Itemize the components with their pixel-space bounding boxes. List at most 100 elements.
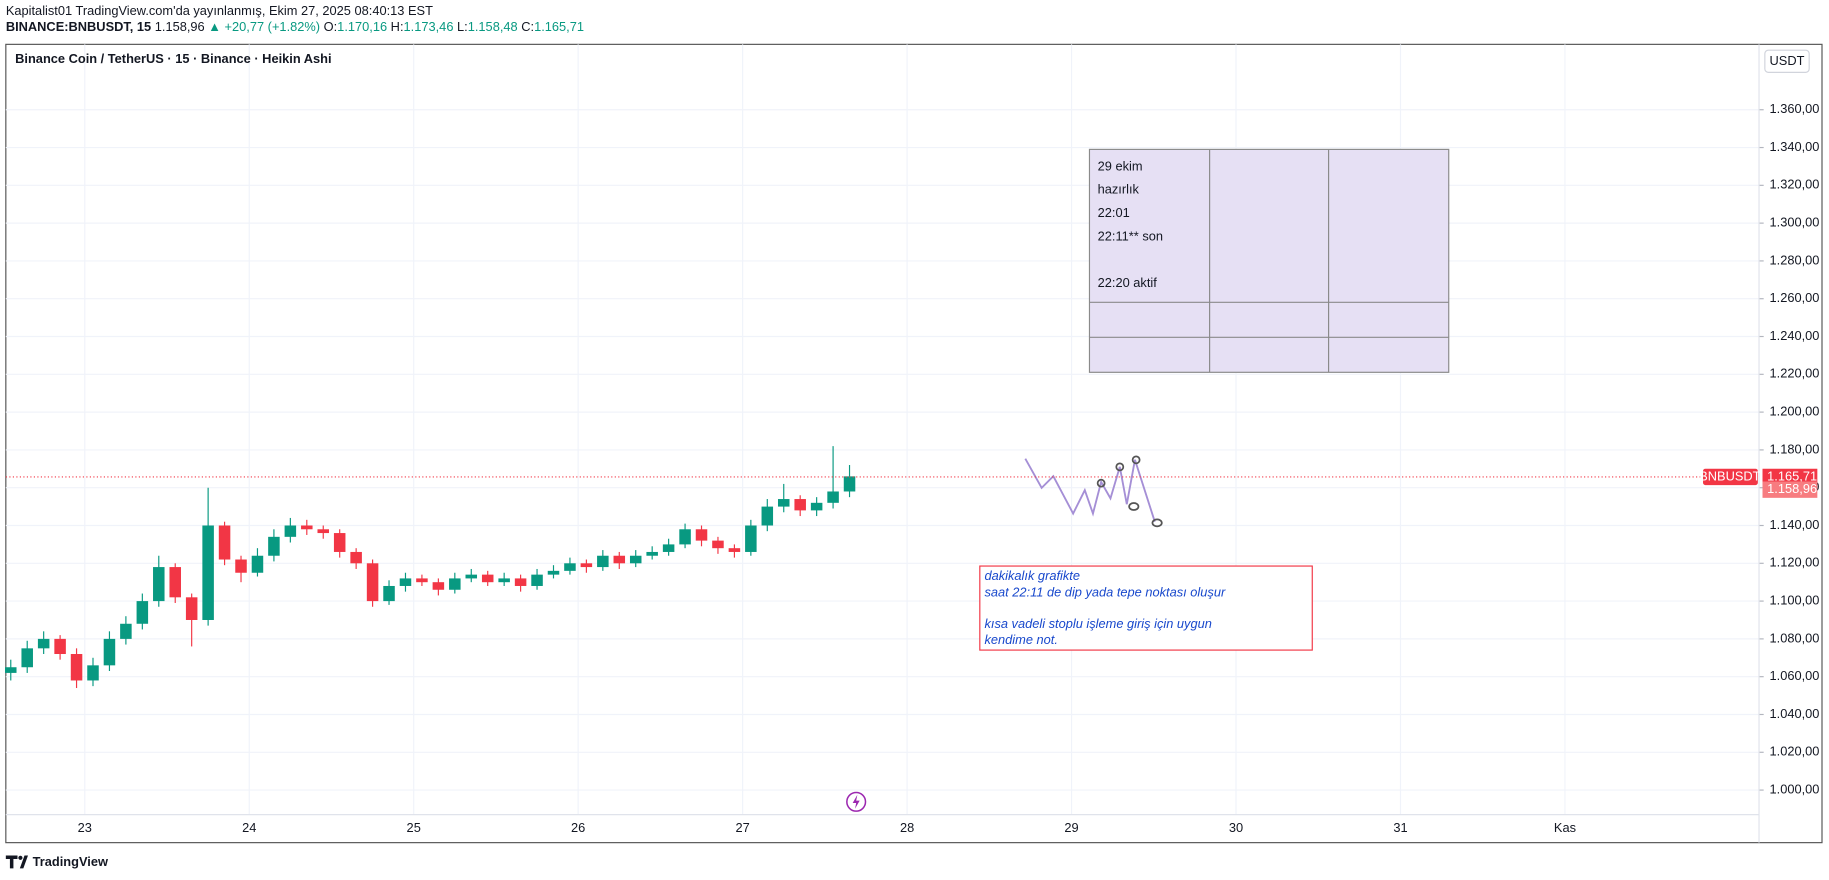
x-tick-label: 27 [735,820,749,835]
y-tick-label: 1.080,00 [1770,630,1820,645]
candle-body [531,574,543,586]
y-tick-label: 1.320,00 [1770,177,1820,192]
brand-logo-dot [18,855,23,860]
candle-body [54,638,66,655]
candle-body [218,525,231,560]
candle-body [580,563,593,568]
table-text: 29 ekim [1098,158,1143,173]
candle-body [745,525,757,552]
ohlc-value: 1.170,16 [337,19,387,34]
y-tick-label: 1.340,00 [1770,139,1820,154]
note-line: saat 22:11 de dip yada tepe noktası oluş… [984,584,1225,599]
candle-body [564,563,576,571]
candle-body [449,578,461,590]
grid: 1.000,00 1.020,00 1.040,00 1.060,00 1.080,00… [5,44,1820,835]
candle-body [728,548,741,552]
x-tick-label: 30 [1229,820,1243,835]
y-tick-label: 1.240,00 [1770,328,1820,343]
note-box [979,565,1313,651]
x-tick-label: 24 [242,820,256,835]
candle-body [136,601,149,624]
ohlc-value: 1.165,71 [534,19,584,34]
candle-body [761,506,774,526]
event-bolt [852,794,860,809]
ohlc-label: L: [457,19,468,34]
candle-body [185,597,198,620]
y-tick-label: 1.120,00 [1770,555,1820,570]
candle-body [317,529,330,534]
y-tick-label: 1.220,00 [1770,366,1820,381]
candle-body [679,529,691,545]
brand: TradingView [33,854,108,869]
candle-body [169,567,181,598]
x-tick-label: 25 [407,820,421,835]
candle-body [251,555,264,573]
symbol-line: BINANCE:BNBUSDT, 15 1.158,96 ▲ +20,77 (+… [6,19,584,34]
y-tick-label: 1.060,00 [1770,668,1820,683]
change: ▲ +20,77 (+1.82%) [208,19,320,34]
ohlc-label: O: [324,19,338,34]
last-price-box [1762,468,1818,486]
marker-ellipses [1096,455,1163,528]
note-line: dakikalık grafikte [984,568,1080,583]
candle-body [712,540,724,549]
candle-body [695,529,708,541]
note-line: kısa vadeli stoplu işleme giriş için uyg… [984,616,1211,631]
ohlc-label: H: [391,19,404,34]
candle-body [777,499,790,507]
x-tick-label: 31 [1393,820,1407,835]
candle-body [350,551,362,564]
chart-title: Binance Coin / TetherUS · 15 · Binance ·… [15,51,331,66]
candle-body [235,559,247,573]
currency-box [1764,49,1810,73]
y-tick-label: 1.300,00 [1770,215,1820,230]
candle-body [5,667,17,673]
candle-body [465,574,478,579]
y-tick-label: 1.280,00 [1770,252,1820,267]
candle-body [37,638,50,649]
candle-body [202,525,214,620]
candle-body [21,648,33,668]
chart-frame [5,43,1823,844]
x-tick-label: 26 [571,820,585,835]
symbol: BINANCE:BNBUSDT, 15 [6,19,151,34]
candle-body [153,567,165,602]
candle-body [87,665,99,681]
candle-body [481,574,494,583]
publisher: Kapitalist01 TradingView.com'da yayınlan… [6,3,433,18]
symbol-label: BNBUSDT [1699,468,1760,483]
note-text: dakikalık grafikte saat 22:11 de dip yad… [984,568,1225,647]
candle-body [103,638,116,666]
candle-body [284,525,297,537]
y-tick-label: 1.100,00 [1770,592,1820,607]
last-price-label: 1.165,71 [1767,468,1817,483]
candle-body [120,623,132,639]
candle-body [399,578,412,586]
candle-body [498,578,510,583]
candle-body [268,536,280,556]
price-labels: BNBUSDT 1.165,711.158,96 [5,468,1818,498]
ohlc-value: 1.173,46 [404,19,454,34]
candle-body [301,525,313,530]
candle-body [810,502,823,511]
x-tick-label: Kas [1554,820,1576,835]
y-tick-label: 1.000,00 [1770,781,1820,796]
candle-body [843,476,856,492]
y-tick-label: 1.180,00 [1770,441,1820,456]
table-text: 22:11** son [1098,228,1163,243]
y-tick-label: 1.020,00 [1770,744,1820,759]
note-line: kendime not. [984,632,1057,647]
y-tick-label: 1.360,00 [1770,101,1820,116]
currency: USDT [1770,53,1805,68]
zigzag-drawing [1024,458,1156,522]
candle-body [794,499,806,511]
candle-body [514,578,527,586]
ohlc-value: 1.158,48 [468,19,518,34]
table-lines [1089,149,1449,373]
candle-body [333,533,346,552]
candle-body [646,551,658,556]
candle-body [597,555,609,568]
table-text: 22:20 aktif [1098,275,1158,290]
